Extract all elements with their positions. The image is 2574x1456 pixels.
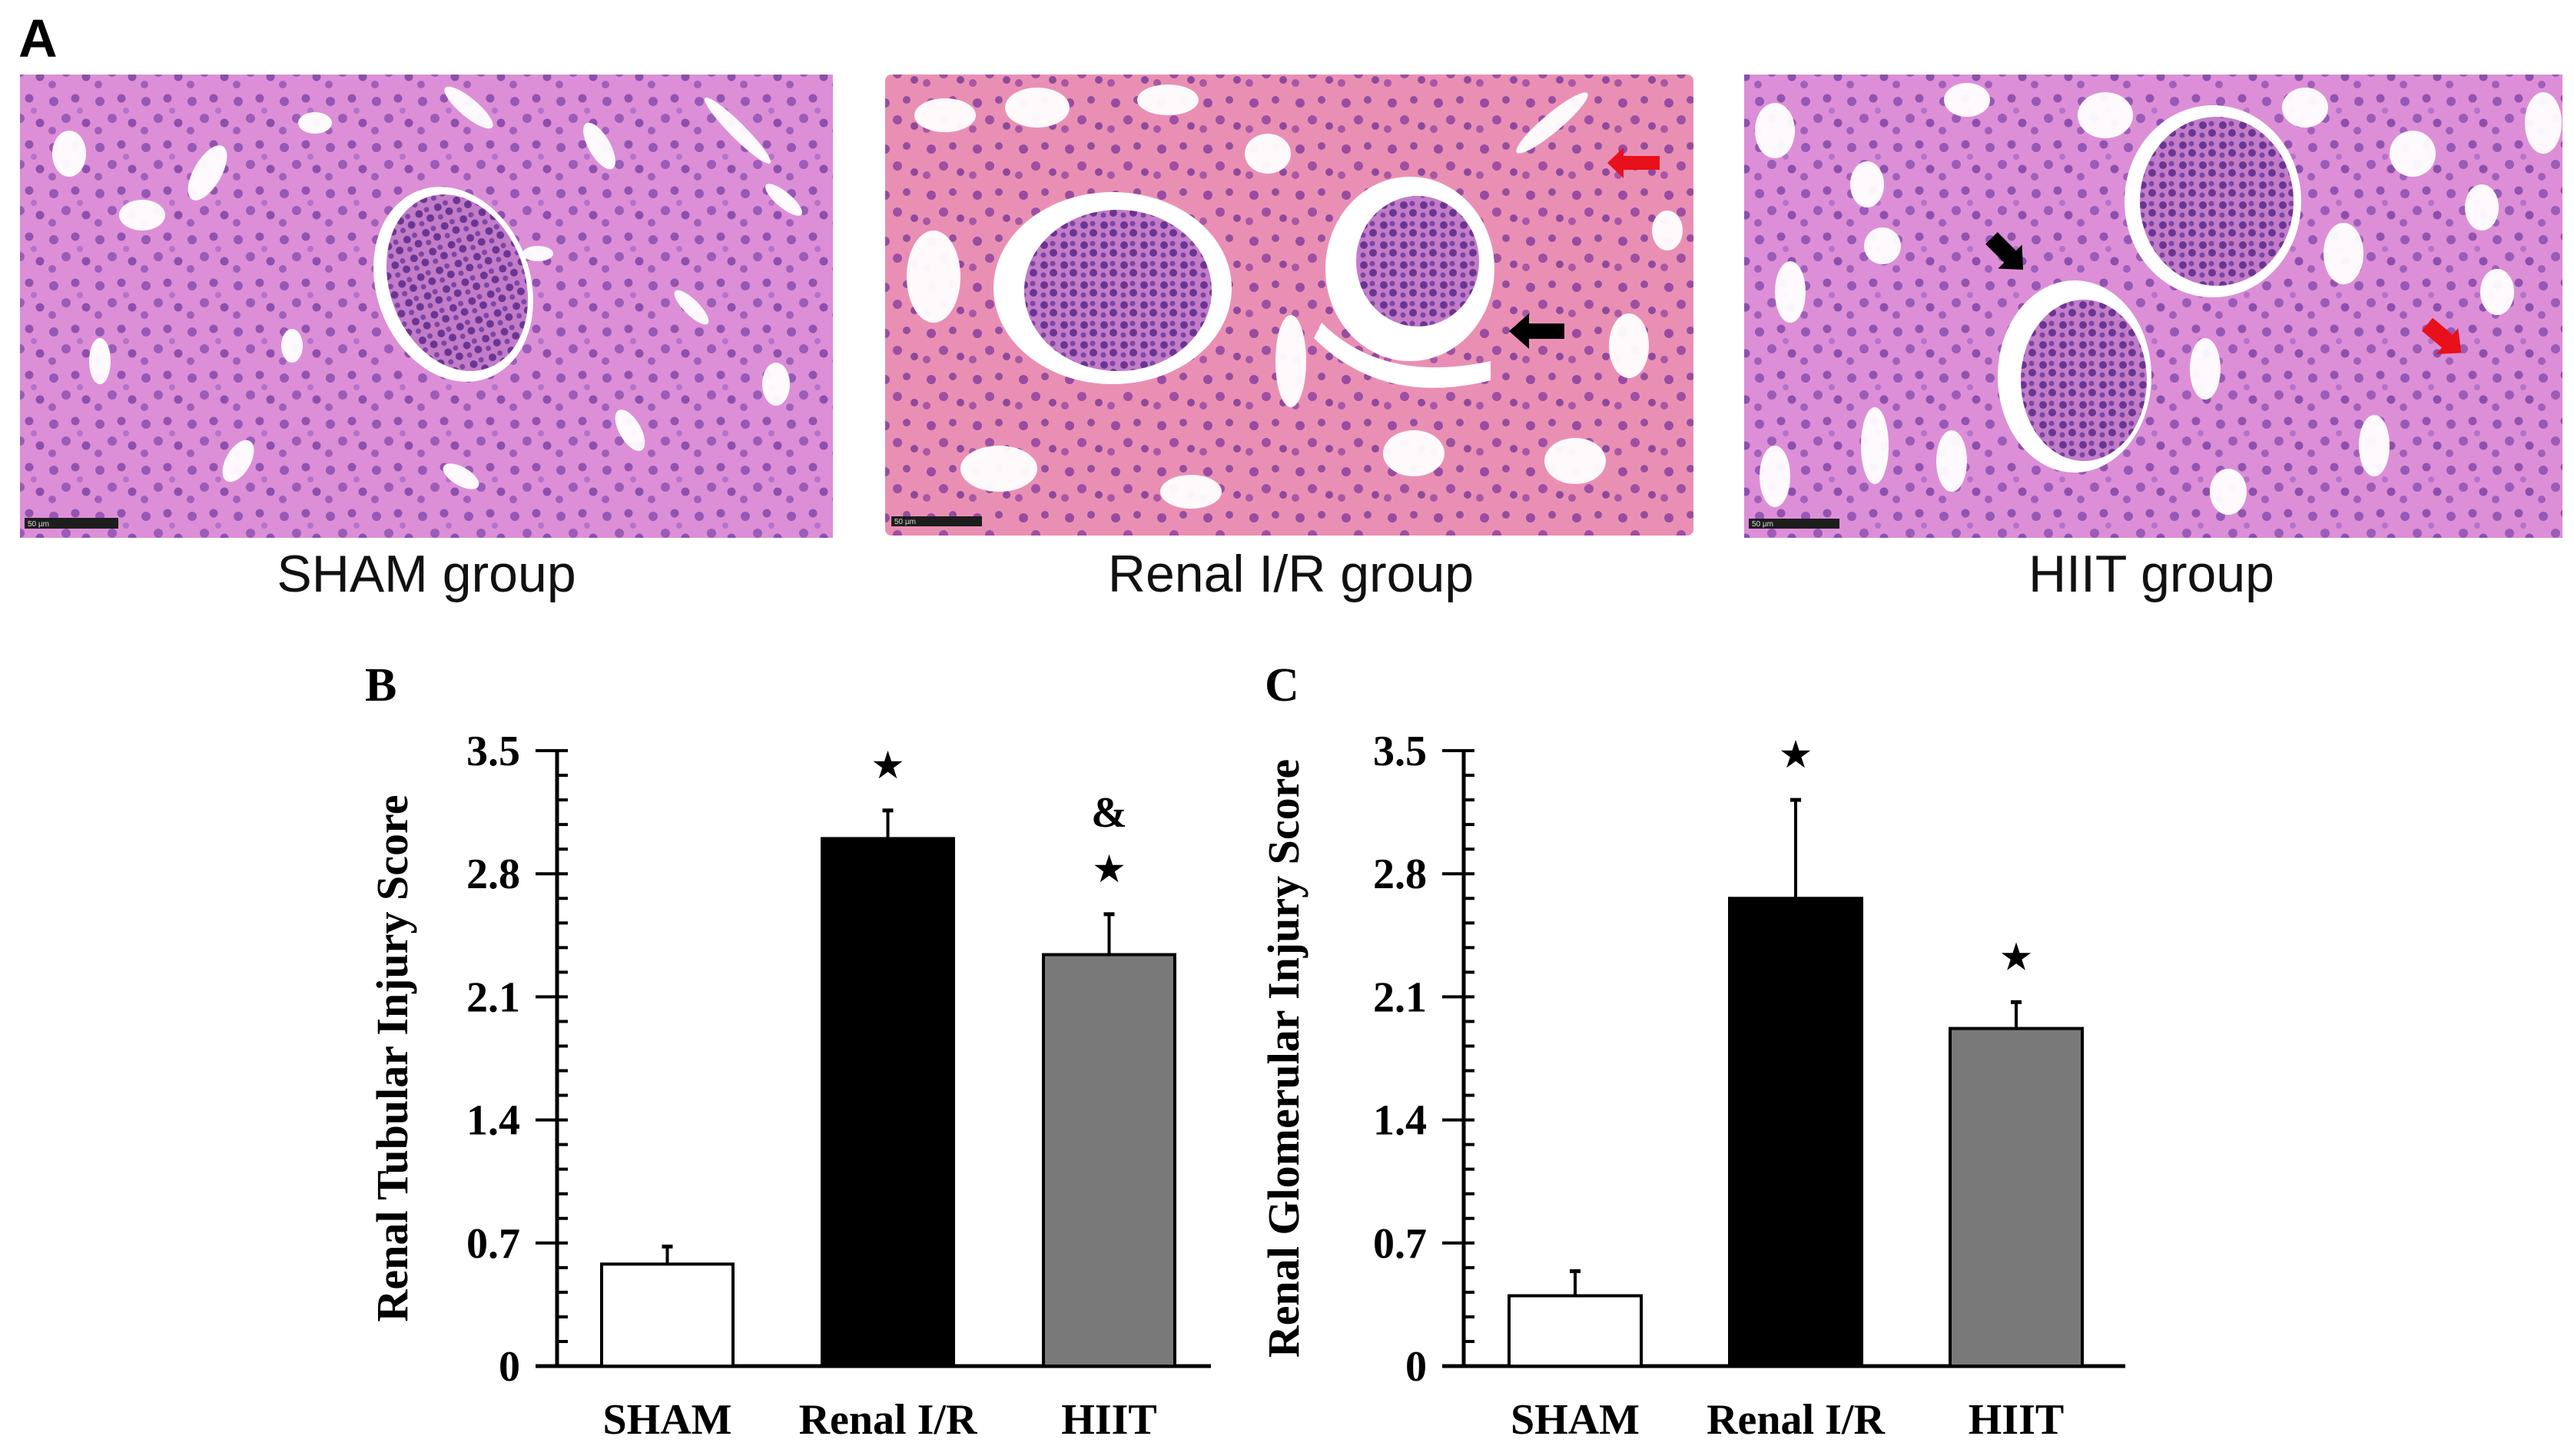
red-arrow-icon xyxy=(1607,148,1660,178)
scale-bar xyxy=(891,516,982,526)
y-tick-label: 2.1 xyxy=(1373,973,1427,1021)
x-category-label: SHAM xyxy=(1511,1396,1640,1444)
y-tick-label: 1.4 xyxy=(466,1097,520,1145)
micrograph-renal-ir: 50 µm xyxy=(885,75,1693,536)
caption-renal-ir-group: Renal I/R group xyxy=(1108,545,1474,603)
y-axis-title: Renal Glomerular Injury Score xyxy=(1259,759,1309,1358)
bar-sham xyxy=(1508,1294,1643,1368)
y-tick-label: 0 xyxy=(1405,1343,1427,1391)
black-arrow-icon xyxy=(1985,232,2023,270)
significance-star-icon: ★ xyxy=(1999,934,2034,979)
caption-hiit-group: HIIT group xyxy=(2028,545,2274,603)
bar-renal-i-r xyxy=(821,837,955,1368)
scale-bar xyxy=(1749,519,1839,529)
y-tick-label: 1.4 xyxy=(1373,1097,1427,1145)
y-tick-label: 0.7 xyxy=(466,1220,520,1268)
chart-renal-glomerular-injury: 0 0.7 1.4 2.1 2.8 3.5 Renal Glomerular Injury … xyxy=(1259,728,2125,1444)
significance-star-icon: ★ xyxy=(1092,847,1126,891)
x-category-label: HIIT xyxy=(1061,1396,1157,1444)
y-axis-title: Renal Tubular Injury Score xyxy=(367,795,417,1322)
bar-sham xyxy=(600,1262,735,1368)
scale-bar-label: 50 µm xyxy=(894,518,916,526)
panel-label-a: A xyxy=(18,8,58,68)
y-tick-label: 0 xyxy=(499,1343,520,1391)
y-tick-label: 2.1 xyxy=(466,973,520,1021)
x-category-label: Renal I/R xyxy=(799,1396,977,1444)
scale-bar-label: 50 µm xyxy=(1752,520,1773,529)
black-arrow-icon xyxy=(1509,313,1564,349)
y-tick-label: 2.8 xyxy=(1373,851,1427,898)
significance-star-icon: ★ xyxy=(1779,732,1813,777)
bar-hiit xyxy=(1042,953,1176,1368)
panel-label-c: C xyxy=(1265,659,1299,711)
micrograph-sham: 50 µm xyxy=(20,75,833,538)
y-tick-label: 2.8 xyxy=(466,851,520,898)
bar-renal-i-r xyxy=(1728,897,1863,1368)
caption-sham-group: SHAM group xyxy=(277,545,576,603)
tubule-lumens xyxy=(52,86,802,489)
tubule-lumens xyxy=(907,85,1683,509)
bar-hiit xyxy=(1949,1026,2084,1368)
x-category-label: HIIT xyxy=(1969,1396,2065,1444)
significance-star-icon: ★ xyxy=(871,743,905,788)
panel-label-b: B xyxy=(365,659,396,711)
y-tick-label: 3.5 xyxy=(1373,728,1427,775)
tubule-lumens xyxy=(1755,83,2562,515)
chart-renal-tubular-injury: 0 0.7 1.4 2.1 2.8 3.5 Renal Tubular Injury Sco… xyxy=(367,728,1211,1444)
significance-ampersand: & xyxy=(1091,789,1127,837)
red-arrow-icon xyxy=(2421,317,2462,354)
y-tick-label: 3.5 xyxy=(466,728,520,775)
y-tick-label: 0.7 xyxy=(1373,1220,1427,1268)
x-category-label: SHAM xyxy=(603,1396,732,1444)
x-category-label: Renal I/R xyxy=(1707,1396,1885,1444)
scale-bar-label: 50 µm xyxy=(28,520,49,529)
scale-bar xyxy=(25,518,118,529)
micrograph-hiit: 50 µm xyxy=(1744,75,2562,538)
